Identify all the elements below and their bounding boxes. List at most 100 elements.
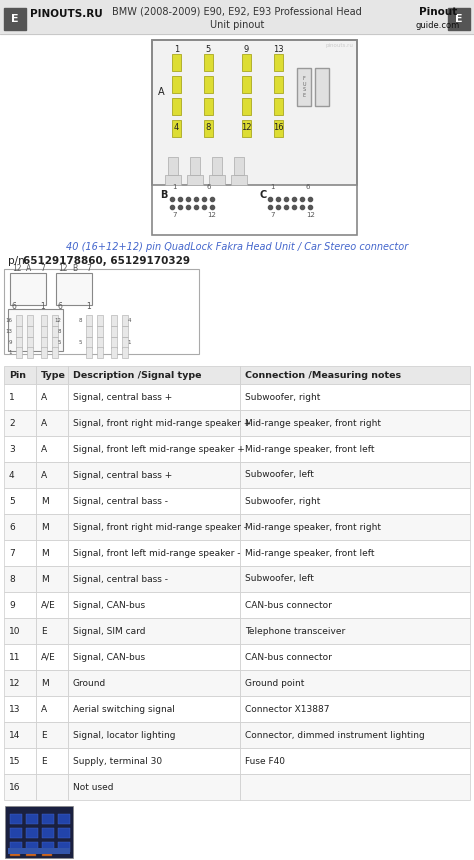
Bar [4, 618, 36, 644]
Bar [42, 814, 54, 824]
Text: 12: 12 [54, 318, 61, 323]
Bar [240, 618, 470, 644]
Bar [41, 337, 47, 348]
Text: 16: 16 [273, 124, 284, 132]
Text: 65129178860, 65129170329: 65129178860, 65129170329 [23, 256, 190, 266]
Text: 16: 16 [5, 318, 12, 323]
Bar [4, 366, 36, 384]
Text: Type: Type [41, 371, 66, 379]
Text: M: M [41, 549, 49, 557]
Text: Signal, front right mid-range speaker +: Signal, front right mid-range speaker + [73, 419, 251, 427]
Bar [16, 337, 22, 348]
Bar [68, 488, 240, 514]
Text: 16: 16 [9, 783, 20, 791]
Text: 5: 5 [79, 340, 82, 345]
Bar [42, 842, 54, 852]
Text: F
U
S
E: F U S E [302, 76, 306, 98]
Text: 8: 8 [206, 124, 211, 132]
Text: A: A [41, 392, 47, 402]
Text: 3: 3 [9, 445, 15, 453]
Text: 5: 5 [57, 340, 61, 345]
Text: 9: 9 [9, 340, 12, 345]
Text: 12: 12 [241, 124, 252, 132]
Text: 12: 12 [12, 264, 21, 273]
Bar [58, 842, 70, 852]
Bar [204, 76, 213, 93]
Bar [52, 315, 58, 326]
Bar [4, 566, 36, 592]
Bar [56, 273, 92, 305]
Bar [4, 644, 36, 670]
Bar [68, 462, 240, 488]
Text: 12: 12 [207, 212, 216, 218]
Bar [4, 436, 36, 462]
Text: 4: 4 [9, 470, 15, 480]
Text: 1: 1 [174, 45, 179, 53]
Bar [152, 40, 357, 185]
Bar [41, 315, 47, 326]
Bar [10, 850, 20, 856]
Text: Subwoofer, right: Subwoofer, right [245, 392, 320, 402]
Bar [4, 774, 36, 800]
Text: A/E: A/E [41, 653, 56, 661]
Bar [36, 774, 68, 800]
Text: Signal, central bass -: Signal, central bass - [73, 496, 168, 506]
Bar [4, 488, 36, 514]
Text: 8: 8 [79, 318, 82, 323]
Bar [242, 98, 251, 115]
Text: Subwoofer, left: Subwoofer, left [245, 574, 314, 583]
Bar [68, 540, 240, 566]
Text: 6: 6 [12, 302, 17, 311]
Text: PINOUTS.RU: PINOUTS.RU [30, 9, 103, 19]
Bar [27, 326, 33, 337]
Bar [36, 462, 68, 488]
Text: BMW (2008-2009) E90, E92, E93 Professional Head: BMW (2008-2009) E90, E92, E93 Profession… [112, 7, 362, 17]
Bar [4, 748, 36, 774]
Text: Connector X13887: Connector X13887 [245, 704, 329, 714]
Bar [97, 337, 103, 348]
Bar [172, 76, 181, 93]
Bar [240, 670, 470, 696]
Text: Subwoofer, left: Subwoofer, left [245, 470, 314, 480]
Bar [240, 366, 470, 384]
Bar [111, 315, 117, 326]
Text: Signal, front left mid-range speaker -: Signal, front left mid-range speaker - [73, 549, 240, 557]
Text: Ground: Ground [73, 679, 106, 687]
Text: 2: 2 [9, 419, 15, 427]
Bar [4, 514, 36, 540]
Text: p/n: p/n [8, 256, 28, 266]
Bar [448, 8, 470, 30]
Text: 1: 1 [40, 302, 45, 311]
Text: Signal, CAN-bus: Signal, CAN-bus [73, 600, 145, 610]
Bar [42, 850, 52, 856]
Text: Mid-range speaker, front right: Mid-range speaker, front right [245, 419, 381, 427]
Text: Not used: Not used [73, 783, 113, 791]
Bar [68, 774, 240, 800]
Bar [4, 269, 199, 354]
Text: 7: 7 [9, 549, 15, 557]
Text: 6: 6 [9, 523, 15, 531]
Bar [315, 68, 329, 106]
Bar [4, 670, 36, 696]
Bar [58, 814, 70, 824]
Bar [68, 696, 240, 722]
Text: Ground point: Ground point [245, 679, 304, 687]
Text: M: M [41, 496, 49, 506]
Bar [122, 347, 128, 358]
Bar [240, 462, 470, 488]
Text: 11: 11 [9, 653, 20, 661]
Bar [16, 326, 22, 337]
Text: Aerial switching signal: Aerial switching signal [73, 704, 175, 714]
Bar [68, 384, 240, 410]
Bar [86, 326, 92, 337]
Bar [240, 644, 470, 670]
Bar [26, 842, 38, 852]
Bar [4, 384, 36, 410]
Bar [204, 54, 213, 71]
Bar [8, 848, 70, 854]
Text: CAN-bus connector: CAN-bus connector [245, 653, 332, 661]
Text: 9: 9 [244, 45, 249, 53]
Bar [240, 696, 470, 722]
Text: 15: 15 [9, 757, 20, 765]
Bar [240, 514, 470, 540]
